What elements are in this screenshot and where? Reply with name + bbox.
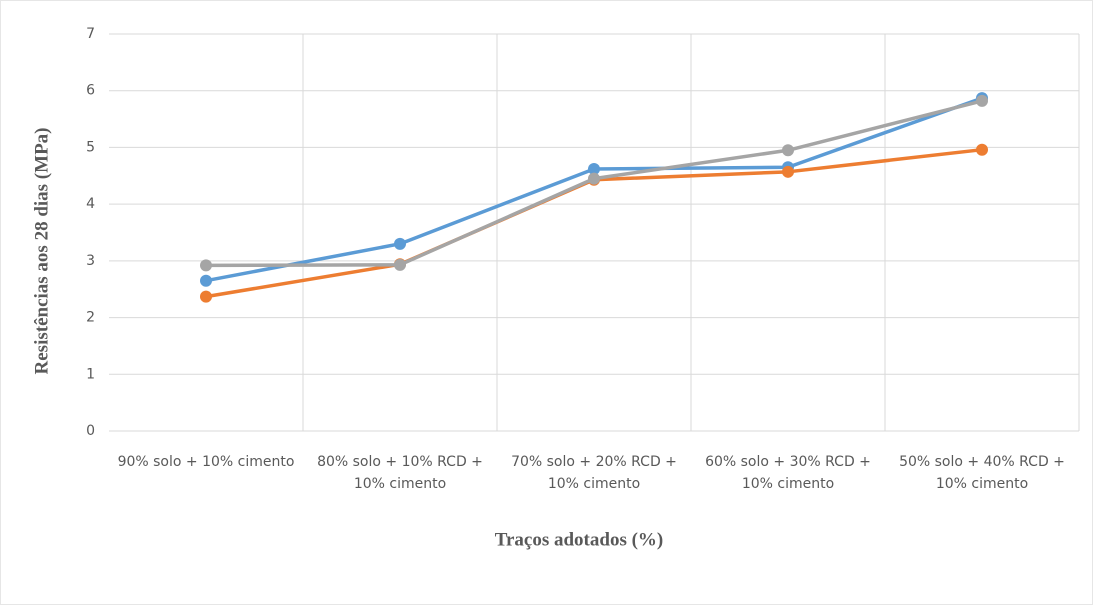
x-tick-label: 50% solo + 40% RCD + 10% cimento [899, 454, 1065, 492]
y-tick-label: 7 [86, 26, 95, 42]
y-tick-label: 5 [86, 139, 95, 155]
data-point [588, 162, 600, 175]
x-tick-label: 90% solo + 10% cimento [117, 454, 295, 470]
data-point [200, 259, 212, 272]
y-tick-label: 3 [86, 253, 95, 269]
x-tick-label: 80% solo + 10% RCD + 10% cimento [317, 454, 483, 492]
x-tick-label: 60% solo + 30% RCD + 10% cimento [705, 454, 871, 492]
y-tick-label: 4 [86, 196, 95, 212]
series-line [205, 96, 983, 283]
data-point [394, 237, 406, 250]
data-point [200, 290, 212, 303]
data-point [782, 144, 794, 157]
data-point [976, 143, 988, 156]
y-tick-label: 1 [86, 366, 95, 382]
y-tick-label: 0 [86, 423, 95, 439]
y-axis-title: Resistências aos 28 dias (MPa) [31, 128, 52, 375]
data-point [782, 165, 794, 178]
data-point [588, 172, 600, 185]
data-point [200, 274, 212, 287]
x-axis-title: Traços adotados (%) [495, 529, 664, 550]
data-point [976, 94, 988, 107]
data-point [394, 258, 406, 271]
x-tick-label: 70% solo + 20% RCD + 10% cimento [511, 454, 677, 492]
y-tick-label: 2 [86, 310, 95, 326]
y-tick-label: 6 [86, 83, 95, 99]
